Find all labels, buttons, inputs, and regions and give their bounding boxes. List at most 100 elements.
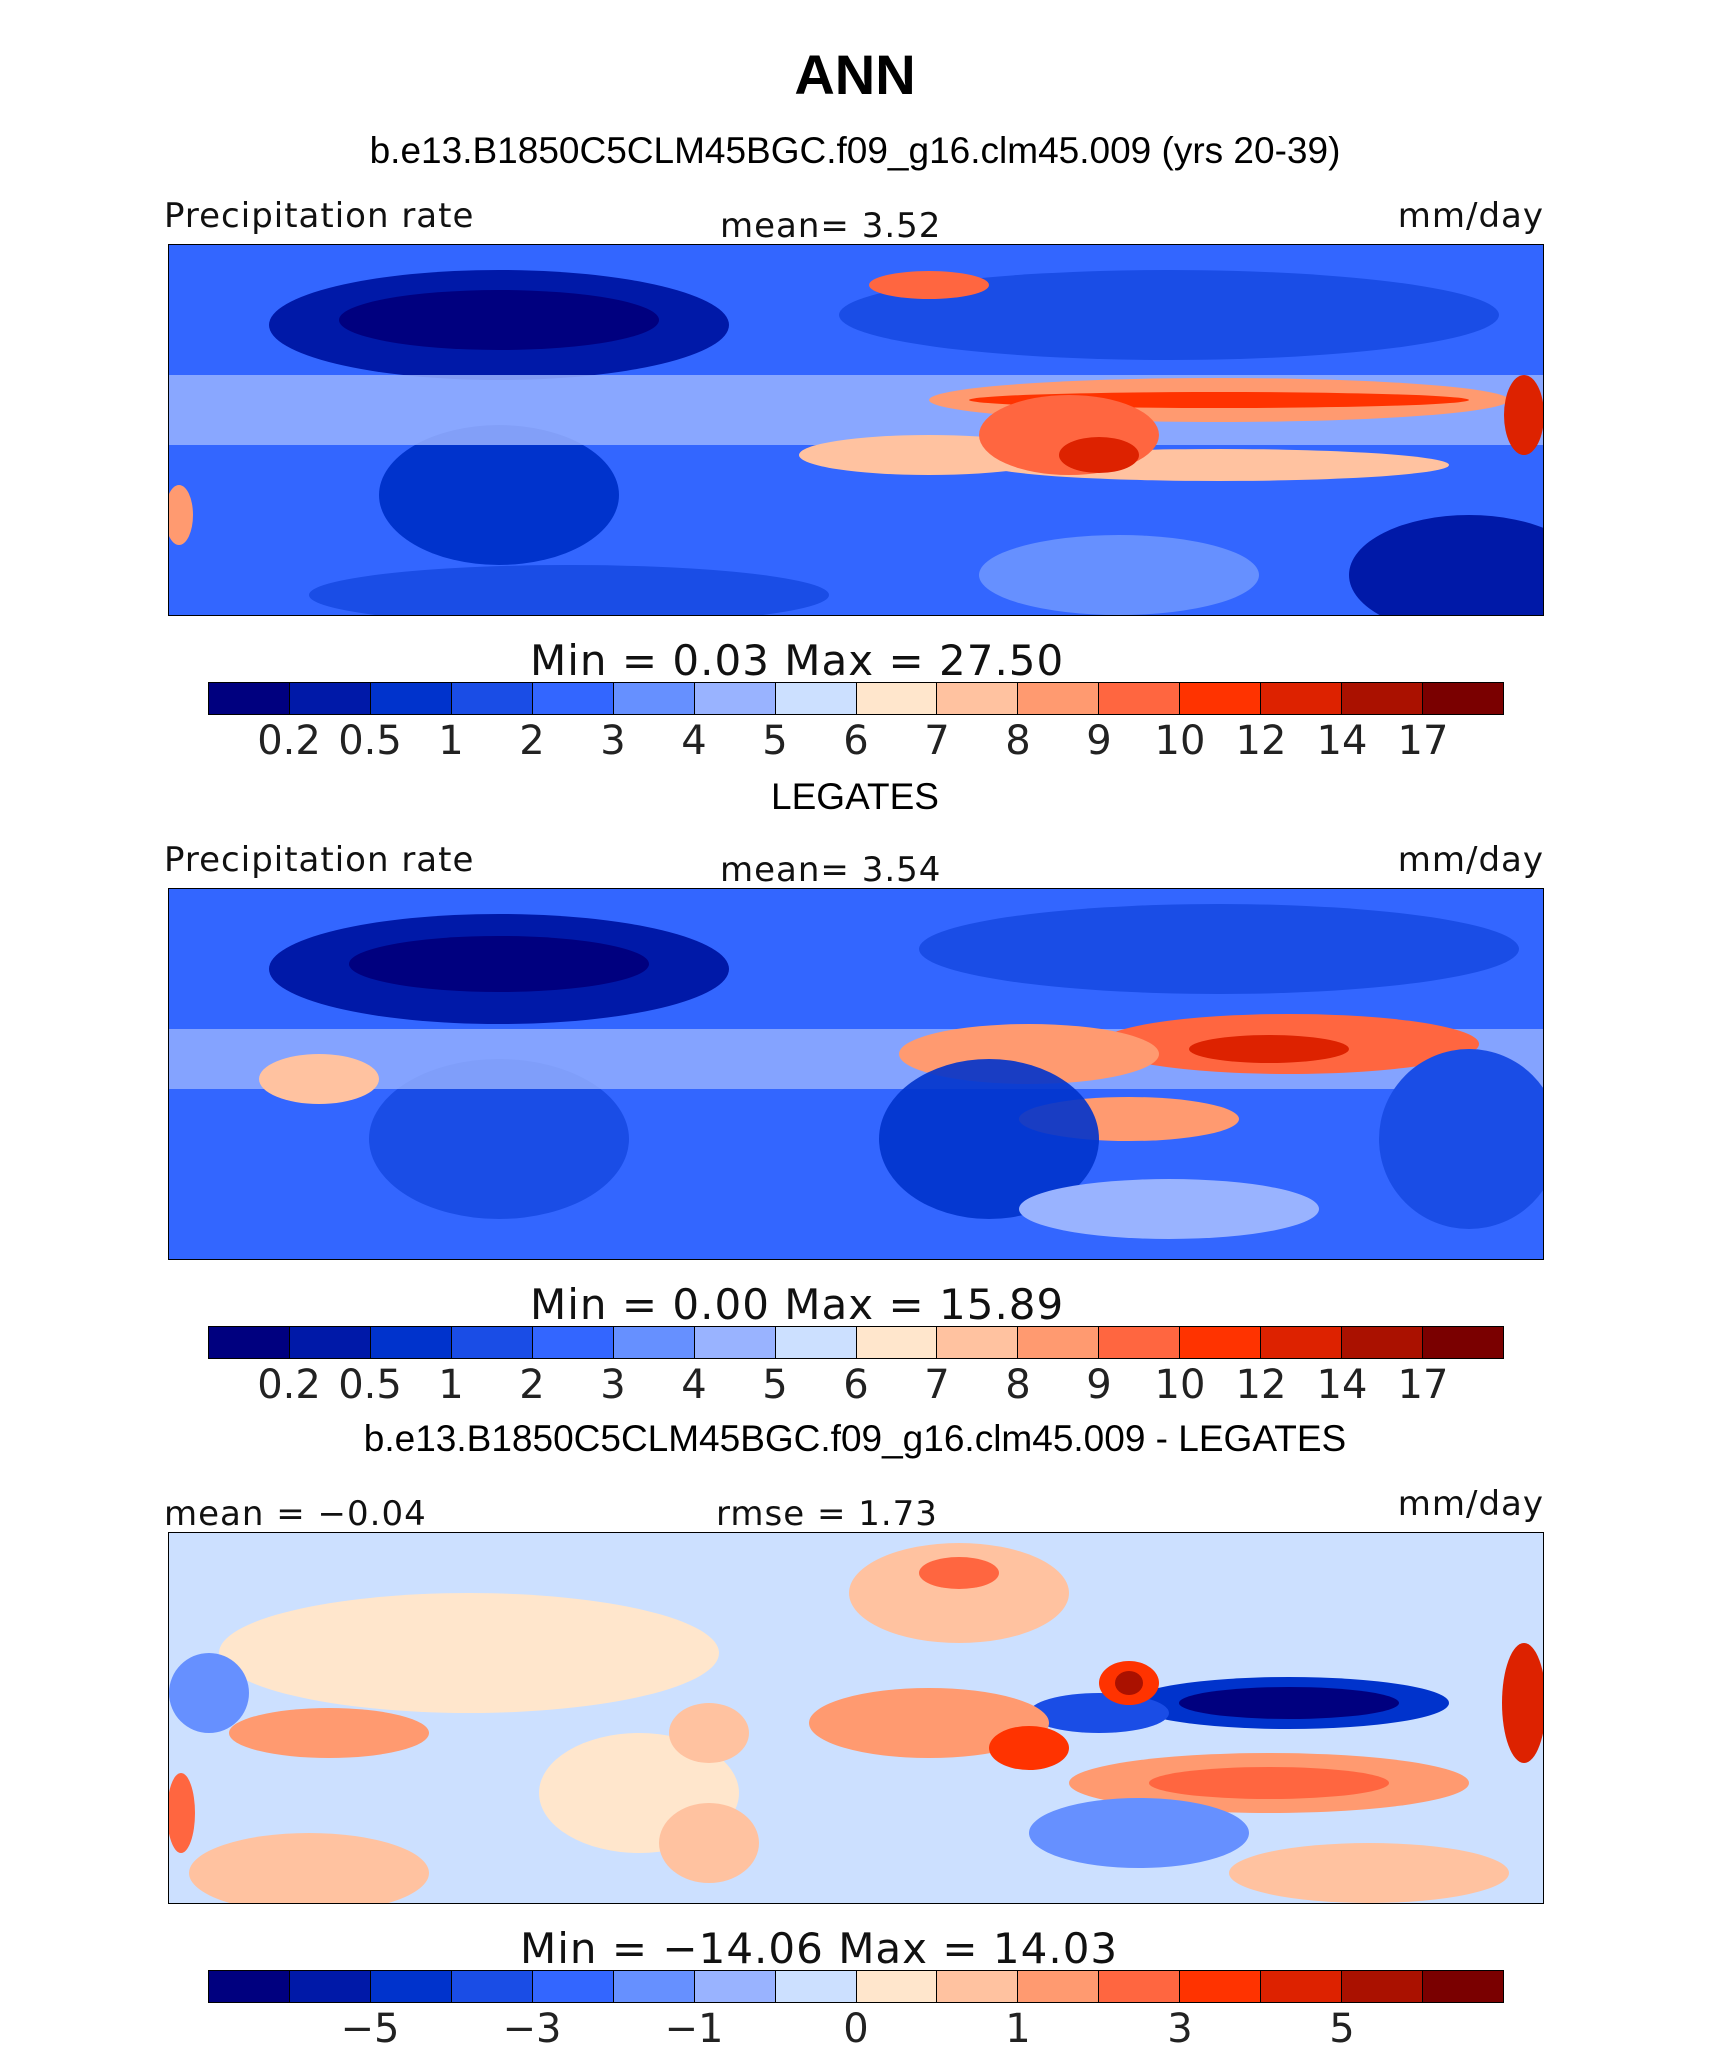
colorbar-swatch	[775, 683, 857, 714]
colorbar-tick-label: 10	[1154, 1362, 1206, 1408]
colorbar-tick-label: 0	[843, 2006, 869, 2052]
panel2-map-svg	[169, 889, 1543, 1259]
colorbar-swatch	[1099, 1971, 1181, 2002]
colorbar-swatch	[532, 1971, 614, 2002]
colorbar-swatch	[613, 683, 695, 714]
panel3-map-svg	[169, 1533, 1543, 1903]
colorbar-tick-label: 1	[438, 718, 464, 764]
panel2-left-label: Precipitation rate	[164, 840, 475, 880]
panel2-map	[168, 888, 1544, 1260]
colorbar-tick-label: 5	[762, 718, 788, 764]
colorbar-tick-label: 0.2	[257, 718, 321, 764]
colorbar-tick-label: 12	[1235, 718, 1287, 764]
colorbar-swatch	[370, 1971, 452, 2002]
colorbar-swatch	[1180, 683, 1262, 714]
colorbar-swatch	[1180, 1971, 1262, 2002]
colorbar-swatch	[694, 1971, 776, 2002]
panel2-minmax: Min = 0.00 Max = 15.89	[530, 1280, 1065, 1329]
colorbar-swatch	[937, 683, 1019, 714]
panel3-rmse-label: rmse = 1.73	[716, 1494, 938, 1534]
colorbar-tick-label: 0.2	[257, 1362, 321, 1408]
colorbar-tick-label: 3	[600, 1362, 626, 1408]
colorbar-swatch	[613, 1971, 695, 2002]
colorbar-tick-label: −1	[664, 2006, 724, 2052]
colorbar-tick-label: 14	[1316, 1362, 1368, 1408]
panel3-colorbar	[208, 1970, 1504, 2003]
colorbar-tick-label: 4	[681, 718, 707, 764]
colorbar-swatch	[1342, 1327, 1424, 1358]
colorbar-tick-label: 8	[1005, 1362, 1031, 1408]
colorbar-swatch	[451, 1327, 533, 1358]
panel3-map	[168, 1532, 1544, 1904]
colorbar-swatch	[694, 1327, 776, 1358]
colorbar-tick-label: 9	[1086, 1362, 1112, 1408]
panel3-units-label: mm/day	[1397, 1484, 1544, 1524]
colorbar-tick-label: 7	[924, 718, 950, 764]
colorbar-swatch	[1018, 1971, 1100, 2002]
colorbar-swatch	[289, 1971, 371, 2002]
colorbar-swatch	[1261, 683, 1343, 714]
colorbar-swatch	[451, 683, 533, 714]
colorbar-swatch	[613, 1327, 695, 1358]
page-title: ANN	[794, 43, 916, 106]
colorbar-tick-label: 7	[924, 1362, 950, 1408]
colorbar-swatch	[209, 1971, 290, 2002]
colorbar-tick-label: 3	[600, 718, 626, 764]
colorbar-tick-label: 5	[762, 1362, 788, 1408]
panel2-colorbar	[208, 1326, 1504, 1359]
panel3-mean-label: mean = −0.04	[164, 1494, 427, 1534]
colorbar-swatch	[856, 1327, 938, 1358]
colorbar-swatch	[1099, 683, 1181, 714]
colorbar-tick-label: 2	[519, 1362, 545, 1408]
colorbar-swatch	[856, 683, 938, 714]
colorbar-swatch	[1018, 1327, 1100, 1358]
colorbar-tick-label: 0.5	[338, 718, 402, 764]
colorbar-swatch	[1261, 1327, 1343, 1358]
panel2-header: LEGATES	[771, 776, 939, 817]
colorbar-tick-label: 17	[1397, 718, 1449, 764]
colorbar-swatch	[1423, 683, 1503, 714]
colorbar-tick-label: 3	[1167, 2006, 1193, 2052]
colorbar-swatch	[289, 1327, 371, 1358]
panel1-minmax: Min = 0.03 Max = 27.50	[530, 636, 1065, 685]
colorbar-tick-label: 4	[681, 1362, 707, 1408]
panel1-map-svg	[169, 245, 1543, 615]
colorbar-tick-label: −5	[340, 2006, 400, 2052]
colorbar-swatch	[370, 1327, 452, 1358]
colorbar-swatch	[856, 1971, 938, 2002]
colorbar-swatch	[532, 1327, 614, 1358]
panel2-units-label: mm/day	[1397, 840, 1544, 880]
colorbar-swatch	[1018, 683, 1100, 714]
colorbar-swatch	[209, 683, 290, 714]
colorbar-swatch	[532, 683, 614, 714]
colorbar-tick-label: 5	[1329, 2006, 1355, 2052]
colorbar-tick-label: 1	[1005, 2006, 1031, 2052]
colorbar-swatch	[937, 1971, 1019, 2002]
panel1-left-label: Precipitation rate	[164, 196, 475, 236]
colorbar-tick-label: 0.5	[338, 1362, 402, 1408]
panel2-mean-label: mean= 3.54	[720, 850, 942, 890]
colorbar-tick-label: 8	[1005, 718, 1031, 764]
colorbar-swatch	[370, 683, 452, 714]
colorbar-swatch	[694, 683, 776, 714]
colorbar-tick-label: −3	[502, 2006, 562, 2052]
colorbar-swatch	[209, 1327, 290, 1358]
colorbar-swatch	[289, 683, 371, 714]
panel1-colorbar	[208, 682, 1504, 715]
colorbar-swatch	[775, 1971, 857, 2002]
colorbar-swatch	[937, 1327, 1019, 1358]
panel3-header: b.e13.B1850C5CLM45BGC.f09_g16.clm45.009 …	[363, 1418, 1347, 1459]
colorbar-tick-label: 12	[1235, 1362, 1287, 1408]
panel1-map	[168, 244, 1544, 616]
colorbar-swatch	[1180, 1327, 1262, 1358]
colorbar-swatch	[1261, 1971, 1343, 2002]
colorbar-tick-label: 14	[1316, 718, 1368, 764]
colorbar-swatch	[1342, 1971, 1424, 2002]
colorbar-swatch	[775, 1327, 857, 1358]
colorbar-swatch	[1099, 1327, 1181, 1358]
colorbar-tick-label: 17	[1397, 1362, 1449, 1408]
colorbar-tick-label: 6	[843, 718, 869, 764]
panel1-header: b.e13.B1850C5CLM45BGC.f09_g16.clm45.009 …	[369, 130, 1341, 171]
panel1-mean-label: mean= 3.52	[720, 206, 942, 246]
colorbar-swatch	[451, 1971, 533, 2002]
